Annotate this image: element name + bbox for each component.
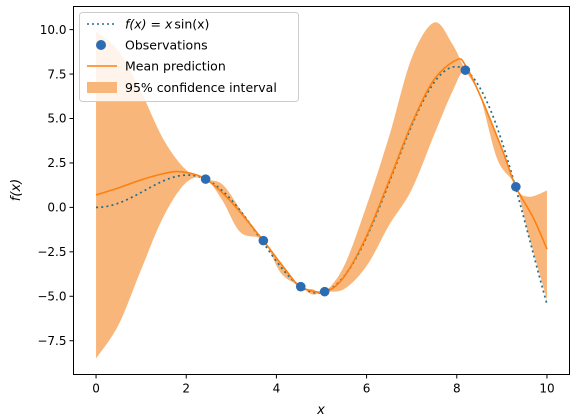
legend-label-function: f(x) = x sin(x) [125, 17, 209, 32]
y-axis-label: f(x) [9, 179, 24, 201]
y-tick-label: −7.5 [37, 334, 66, 348]
legend-box [79, 12, 299, 102]
x-tick-label: 0 [92, 382, 100, 396]
observation-point [295, 281, 306, 292]
legend-interval-swatch [87, 82, 117, 93]
y-tick-label: 0.0 [47, 201, 66, 215]
legend-observation-swatch [96, 40, 106, 50]
legend-label-mean: Mean prediction [125, 59, 226, 74]
legend: f(x) = x sin(x) Observations Mean predict… [79, 12, 299, 102]
x-axis-label: x [316, 403, 325, 418]
observation-point [511, 181, 521, 192]
observation-point [319, 286, 330, 297]
y-tick-label: −5.0 [37, 289, 66, 303]
x-tick-label: 4 [273, 382, 281, 396]
confidence-band [96, 22, 547, 359]
x-tick-label: 10 [539, 382, 554, 396]
y-tick-label: 2.5 [47, 156, 66, 170]
x-tick-label: 6 [363, 382, 371, 396]
plot-area [95, 22, 548, 359]
observation-point [460, 65, 471, 75]
y-tick-label: 7.5 [47, 67, 66, 81]
y-tick-label: −2.5 [37, 245, 66, 259]
observation-point [258, 235, 269, 246]
observation-point [200, 174, 211, 184]
y-tick-label: 10.0 [40, 23, 67, 37]
legend-label-observations: Observations [125, 38, 208, 53]
axes-frame [73, 6, 570, 375]
axis-ticks: 0 2 4 6 8 10 −7.5 −5.0 −2.5 0.0 2.5 5.0 7.5 10.0 [37, 23, 554, 396]
x-tick-label: 2 [182, 382, 190, 396]
legend-label-interval: 95% confidence interval [125, 80, 277, 95]
y-tick-label: 5.0 [47, 112, 66, 126]
x-tick-label: 8 [453, 382, 461, 396]
mean-prediction-line [95, 58, 548, 293]
